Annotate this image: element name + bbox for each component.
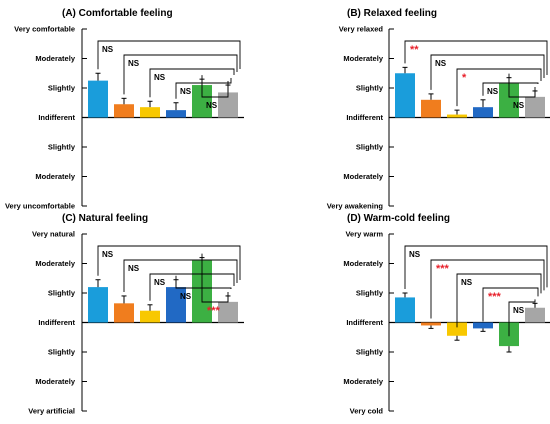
bar [114, 303, 134, 323]
bar [525, 96, 545, 118]
significance-bracket [175, 275, 232, 289]
significance-bracket [201, 253, 229, 303]
significance-bracket [149, 273, 235, 301]
bar [140, 310, 160, 323]
significance-label: *** [207, 305, 221, 317]
significance-label: NS [513, 306, 525, 315]
significance-label: NS [180, 292, 192, 301]
y-tick-label: Moderately [35, 259, 75, 268]
significance-bracket [430, 54, 545, 90]
significance-label: NS [409, 250, 421, 259]
significance-label: NS [102, 250, 114, 259]
bar [218, 301, 238, 323]
significance-bracket [123, 54, 238, 95]
bar [88, 80, 108, 118]
y-tick-label: Very artificial [28, 407, 75, 416]
significance-label: NS [180, 87, 192, 96]
y-tick-label: Slightly [48, 289, 76, 298]
y-tick-label: Very uncomfortable [5, 202, 75, 211]
significance-label: NS [102, 45, 114, 54]
panel-b: (B) Relaxed feeling Very relaxed Moderatel… [327, 8, 550, 211]
significance-label: NS [435, 59, 447, 68]
significance-bracket [175, 78, 232, 99]
bar [473, 107, 493, 118]
y-tick-label: Slightly [48, 143, 76, 152]
significance-bracket [404, 245, 548, 289]
y-tick-label: Indifferent [346, 318, 383, 327]
significance-label: NS [513, 101, 525, 110]
bar [166, 110, 186, 118]
significance-label: *** [436, 263, 450, 275]
significance-label: NS [154, 73, 166, 82]
y-tick-label: Slightly [356, 143, 384, 152]
bar [421, 322, 441, 326]
panel-title: (B) Relaxed feeling [347, 8, 437, 19]
significance-bracket [430, 259, 545, 319]
y-tick-label: Very comfortable [14, 25, 75, 34]
y-tick-label: Slightly [356, 348, 384, 357]
y-tick-label: Very warm [345, 230, 383, 239]
significance-bracket [97, 245, 241, 280]
significance-bracket [123, 259, 238, 292]
y-tick-label: Very awakening [327, 202, 384, 211]
significance-bracket [97, 40, 241, 70]
significance-bracket [508, 73, 536, 98]
y-tick-label: Slightly [356, 84, 384, 93]
significance-label: NS [206, 101, 218, 110]
bar [88, 287, 108, 323]
bar [114, 104, 134, 118]
y-tick-label: Very relaxed [339, 25, 384, 34]
significance-bracket [456, 68, 542, 107]
bar [166, 287, 186, 323]
significance-bracket [149, 68, 235, 98]
significance-bracket [482, 82, 539, 96]
significance-label: NS [487, 87, 499, 96]
y-tick-label: Moderately [343, 54, 383, 63]
significance-label: NS [128, 59, 140, 68]
y-tick-label: Moderately [343, 377, 383, 386]
significance-label: * [462, 72, 467, 84]
y-tick-label: Indifferent [346, 113, 383, 122]
panel-title: (D) Warm-cold feeling [347, 213, 450, 224]
significance-label: NS [128, 264, 140, 273]
bar [525, 307, 545, 323]
bar [447, 114, 467, 118]
bar [421, 99, 441, 118]
significance-bracket [456, 273, 542, 328]
bar [447, 322, 467, 336]
panel-c: (C) Natural feeling Very natural Moderatel… [28, 213, 244, 416]
y-tick-label: Very natural [32, 230, 75, 239]
significance-bracket [508, 299, 536, 337]
y-tick-label: Indifferent [38, 318, 75, 327]
bar [499, 83, 519, 118]
panel-title: (C) Natural feeling [62, 213, 148, 224]
panel-a: (A) Comfortable feeling Very comfortable M… [5, 8, 244, 211]
bar [473, 322, 493, 329]
y-tick-label: Very cold [350, 407, 384, 416]
significance-label: NS [461, 278, 473, 287]
y-tick-label: Moderately [343, 172, 383, 181]
bar [395, 73, 415, 118]
panel-title: (A) Comfortable feeling [62, 8, 173, 19]
significance-bracket [404, 40, 548, 75]
panel-d: (D) Warm-cold feeling Very warm Moderately… [343, 213, 550, 416]
y-tick-label: Moderately [343, 259, 383, 268]
y-tick-label: Indifferent [38, 113, 75, 122]
y-tick-label: Moderately [35, 54, 75, 63]
y-tick-label: Moderately [35, 172, 75, 181]
bar [192, 85, 212, 118]
significance-label: *** [488, 291, 502, 303]
y-tick-label: Slightly [48, 84, 76, 93]
significance-label: NS [154, 278, 166, 287]
bar [395, 297, 415, 323]
y-tick-label: Slightly [356, 289, 384, 298]
bar [140, 107, 160, 118]
significance-label: ** [410, 44, 419, 56]
significance-bracket [482, 287, 539, 322]
y-tick-label: Moderately [35, 377, 75, 386]
significance-bracket [201, 75, 229, 98]
y-tick-label: Slightly [48, 348, 76, 357]
bar [218, 92, 238, 118]
